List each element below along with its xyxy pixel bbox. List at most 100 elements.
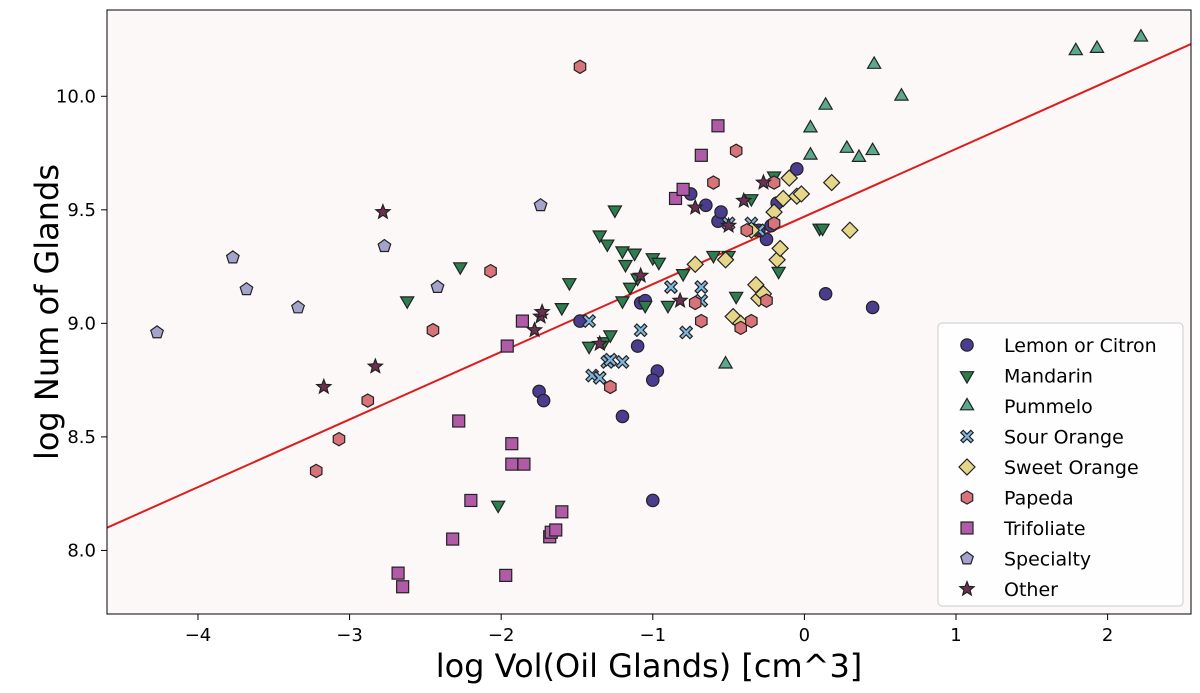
data-point <box>614 246 631 260</box>
legend-item: Mandarin <box>959 366 1093 388</box>
data-point <box>686 255 705 274</box>
legend-marker <box>958 458 976 476</box>
data-point <box>549 523 563 537</box>
data-point <box>760 293 773 308</box>
data-point <box>361 393 375 408</box>
x-axis-ticks: −4 −3 −2 −1 0 1 2 <box>185 614 1113 646</box>
data-point <box>332 431 346 447</box>
data-point <box>582 314 597 329</box>
series-specialty <box>150 197 548 339</box>
data-point <box>790 162 804 176</box>
data-point <box>633 323 648 338</box>
data-point <box>740 222 754 238</box>
data-point <box>630 339 645 353</box>
y-tick-label: 9.0 <box>67 313 96 334</box>
data-point <box>533 197 548 212</box>
data-point <box>771 239 789 258</box>
y-tick-label: 9.5 <box>67 200 96 221</box>
data-point <box>464 493 478 508</box>
data-point <box>841 221 859 240</box>
legend-label: Mandarin <box>1004 366 1093 388</box>
series-other <box>315 173 773 395</box>
legend-marker <box>960 521 974 535</box>
data-point <box>581 341 597 355</box>
data-point <box>1133 28 1149 42</box>
legend-box <box>937 322 1184 607</box>
data-point <box>592 230 608 244</box>
plot-frame <box>106 9 1192 615</box>
data-point <box>1089 39 1105 54</box>
data-point <box>671 291 689 308</box>
data-point <box>622 282 638 296</box>
data-point <box>517 457 531 471</box>
data-point <box>707 175 720 190</box>
data-point <box>1068 42 1084 56</box>
data-point <box>705 250 722 265</box>
y-tick-label: 10.0 <box>56 86 96 107</box>
data-point <box>452 262 468 276</box>
legend-label: Other <box>1004 579 1058 601</box>
x-tick-label: 1 <box>950 625 961 646</box>
legend-item: Sweet Orange <box>958 457 1139 479</box>
data-point <box>604 379 617 395</box>
data-point <box>602 330 618 344</box>
data-point <box>615 409 630 424</box>
data-point <box>452 414 466 428</box>
data-point <box>767 175 781 190</box>
legend-item: Specialty <box>960 549 1091 571</box>
data-point <box>754 173 773 190</box>
data-point <box>814 223 831 237</box>
data-point <box>774 189 793 208</box>
data-point <box>792 185 811 203</box>
data-point <box>728 291 744 305</box>
data-point <box>446 532 460 546</box>
data-point <box>802 146 819 160</box>
data-point <box>309 463 323 479</box>
points-layer <box>150 28 1149 594</box>
legend-label: Sweet Orange <box>1004 457 1139 479</box>
series-trifoliate <box>391 119 725 594</box>
data-point <box>515 314 530 328</box>
data-point <box>767 216 781 231</box>
data-point <box>573 59 587 75</box>
data-point <box>765 203 783 221</box>
data-point <box>505 437 519 451</box>
data-point <box>717 355 734 369</box>
data-point <box>525 321 544 338</box>
data-point <box>239 281 254 296</box>
data-point <box>686 198 704 215</box>
data-point <box>614 296 631 310</box>
data-point <box>430 279 445 293</box>
legend-marker <box>960 551 974 565</box>
data-point <box>554 303 570 317</box>
data-point <box>490 500 506 514</box>
data-point <box>675 269 691 283</box>
data-point <box>676 182 690 196</box>
legend-item: Papeda <box>960 488 1074 510</box>
legend: Lemon or Citron Mandarin Pummelo Sour Orang… <box>937 322 1184 607</box>
series-papeda <box>309 59 781 479</box>
x-tick-label: −1 <box>640 625 667 646</box>
data-point <box>377 238 392 253</box>
data-point <box>771 266 787 280</box>
data-point <box>536 393 551 408</box>
data-point <box>694 148 708 162</box>
data-point <box>663 279 679 295</box>
data-point <box>651 257 667 271</box>
data-point <box>374 203 392 220</box>
data-point <box>688 295 702 311</box>
data-point <box>865 141 881 156</box>
y-axis-ticks: 8.0 8.5 9.0 9.5 10.0 <box>56 86 107 561</box>
data-point <box>865 300 880 315</box>
data-point <box>533 302 551 320</box>
regression-line <box>107 43 1191 529</box>
data-point <box>592 370 607 385</box>
legend-label: Sour Orange <box>1004 427 1124 449</box>
data-point <box>719 216 738 234</box>
legend-marker <box>959 371 975 385</box>
data-point <box>851 148 867 162</box>
data-point <box>818 287 833 301</box>
legend-item: Lemon or Citron <box>960 335 1157 357</box>
data-point <box>660 300 676 314</box>
data-point <box>679 325 694 340</box>
